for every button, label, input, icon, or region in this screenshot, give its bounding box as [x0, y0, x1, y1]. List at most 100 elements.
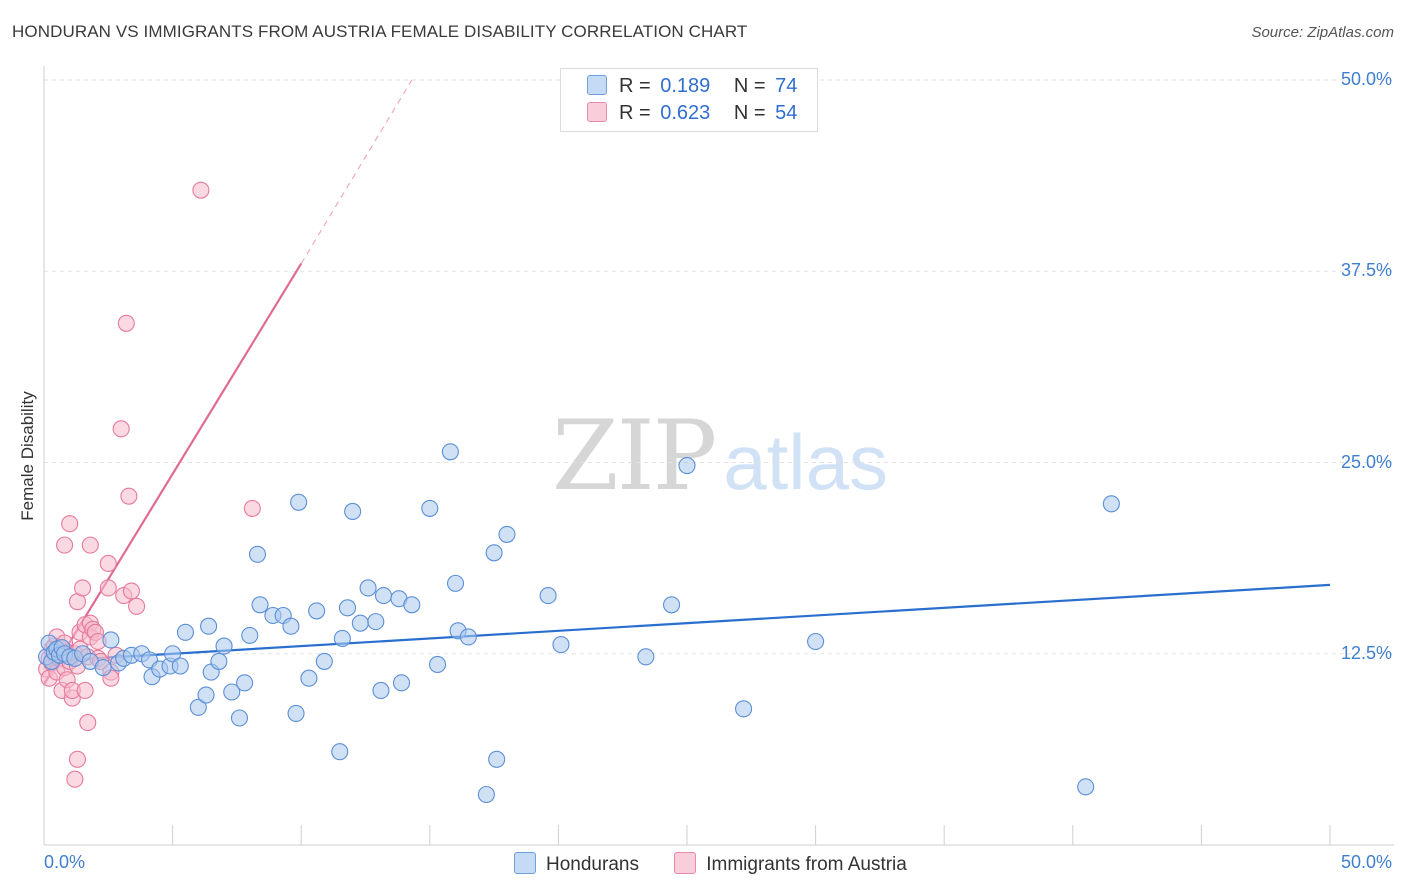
data-point-austria — [192, 181, 210, 199]
data-point-austria — [243, 499, 261, 517]
data-point-hondurans — [637, 648, 655, 666]
legend-r-label: R = — [619, 102, 651, 124]
data-point-hondurans — [374, 587, 393, 605]
y-tick-label: 50.0% — [1340, 69, 1392, 89]
data-point-hondurans — [102, 631, 120, 649]
data-point-hondurans — [477, 785, 495, 804]
data-point-hondurans — [315, 652, 333, 670]
legend-r-value: 0.623 — [660, 102, 711, 124]
data-point-hondurans — [215, 637, 233, 655]
data-point-hondurans — [248, 545, 267, 563]
legend-swatch-blue — [587, 75, 607, 95]
data-point-austria — [120, 487, 138, 505]
trend-line-austria-extension — [300, 79, 413, 264]
data-point-hondurans — [223, 683, 241, 701]
series-hondurans — [38, 443, 1120, 804]
x-tick-label-min: 0.0% — [44, 852, 86, 872]
data-point-hondurans — [428, 655, 447, 674]
data-point-hondurans — [94, 658, 112, 677]
data-point-hondurans — [421, 499, 439, 517]
data-point-hondurans — [1077, 778, 1095, 796]
data-point-hondurans — [230, 709, 249, 727]
data-point-hondurans — [333, 629, 351, 648]
data-point-hondurans — [359, 579, 377, 597]
legend-row-hondurans: R = 0.189 N = 74 — [587, 75, 797, 99]
data-point-austria — [61, 515, 79, 533]
data-point-austria — [81, 536, 99, 554]
data-point-hondurans — [344, 502, 362, 521]
legend-row-austria: R = 0.623 N = 54 — [587, 102, 797, 126]
data-point-hondurans — [197, 686, 215, 704]
data-point-hondurans — [176, 623, 195, 641]
chart-title: HONDURAN VS IMMIGRANTS FROM AUSTRIA FEMA… — [12, 22, 748, 41]
y-tick-label: 37.5% — [1340, 260, 1392, 281]
legend-swatch-blue — [514, 852, 536, 874]
source-label: Source: ZipAtlas.com — [1251, 24, 1394, 41]
data-point-austria — [99, 554, 117, 573]
data-point-hondurans — [300, 669, 318, 687]
legend-swatch-pink — [587, 102, 607, 122]
data-point-austria — [117, 314, 135, 332]
legend-r-label: R = — [619, 75, 651, 97]
gridlines — [44, 79, 1394, 655]
trend-lines — [43, 79, 1331, 685]
legend-item-austria: Immigrants from Austria — [674, 852, 907, 876]
data-point-hondurans — [251, 596, 269, 614]
data-point-hondurans — [241, 626, 259, 644]
data-point-hondurans — [164, 645, 182, 663]
data-point-hondurans — [308, 602, 326, 620]
data-point-austria — [66, 770, 84, 788]
legend-label-austria: Immigrants from Austria — [706, 854, 907, 875]
data-point-hondurans — [807, 632, 825, 651]
legend-swatch-pink — [674, 852, 697, 874]
data-point-hondurans — [200, 617, 218, 635]
data-point-austria — [68, 750, 86, 768]
data-point-austria — [99, 579, 117, 597]
trend-line-austria — [43, 263, 303, 685]
data-point-austria — [122, 582, 140, 600]
data-point-austria — [76, 681, 94, 700]
legend-n-value: 74 — [775, 75, 798, 97]
legend-n-label: N = — [733, 75, 766, 97]
data-point-austria — [128, 597, 146, 615]
data-point-hondurans — [1102, 495, 1120, 513]
trend-line-hondurans — [43, 583, 1331, 663]
data-point-austria — [79, 714, 97, 732]
data-point-hondurans — [287, 704, 305, 722]
legend-item-hondurans: Hondurans — [514, 852, 639, 876]
data-point-hondurans — [663, 596, 681, 614]
data-point-hondurans — [446, 574, 465, 592]
data-point-hondurans — [282, 617, 300, 635]
data-point-hondurans — [331, 743, 349, 761]
data-point-hondurans — [189, 698, 207, 716]
data-point-hondurans — [552, 636, 570, 654]
data-point-hondurans — [498, 525, 516, 543]
watermark-zip: ZIP — [552, 400, 717, 512]
axes — [43, 66, 1394, 846]
data-point-hondurans — [392, 674, 411, 692]
data-point-austria — [56, 536, 74, 554]
data-point-hondurans — [236, 674, 254, 692]
data-point-hondurans — [372, 681, 390, 700]
data-point-hondurans — [403, 596, 421, 614]
data-point-hondurans — [367, 613, 385, 631]
data-point-hondurans — [485, 544, 503, 562]
series-legend: Hondurans Immigrants from Austria — [514, 852, 937, 876]
legend-r-value: 0.189 — [660, 75, 711, 97]
data-point-hondurans — [171, 657, 189, 675]
data-point-hondurans — [539, 587, 557, 605]
legend-n-label: N = — [733, 102, 766, 124]
x-tick-label-max: 50.0% — [1340, 852, 1392, 872]
data-point-hondurans — [735, 700, 753, 718]
stats-legend: R = 0.189 N = 74 R = 0.623 N = 54 — [560, 68, 818, 132]
data-point-hondurans — [459, 628, 477, 646]
data-point-hondurans — [488, 750, 506, 768]
data-point-austria — [112, 420, 130, 438]
data-point-hondurans — [290, 493, 308, 511]
y-tick-label: 25.0% — [1340, 451, 1392, 472]
data-point-hondurans — [441, 443, 459, 461]
data-point-hondurans — [351, 614, 369, 632]
data-point-hondurans — [678, 457, 696, 475]
y-tick-label: 12.5% — [1340, 642, 1392, 663]
